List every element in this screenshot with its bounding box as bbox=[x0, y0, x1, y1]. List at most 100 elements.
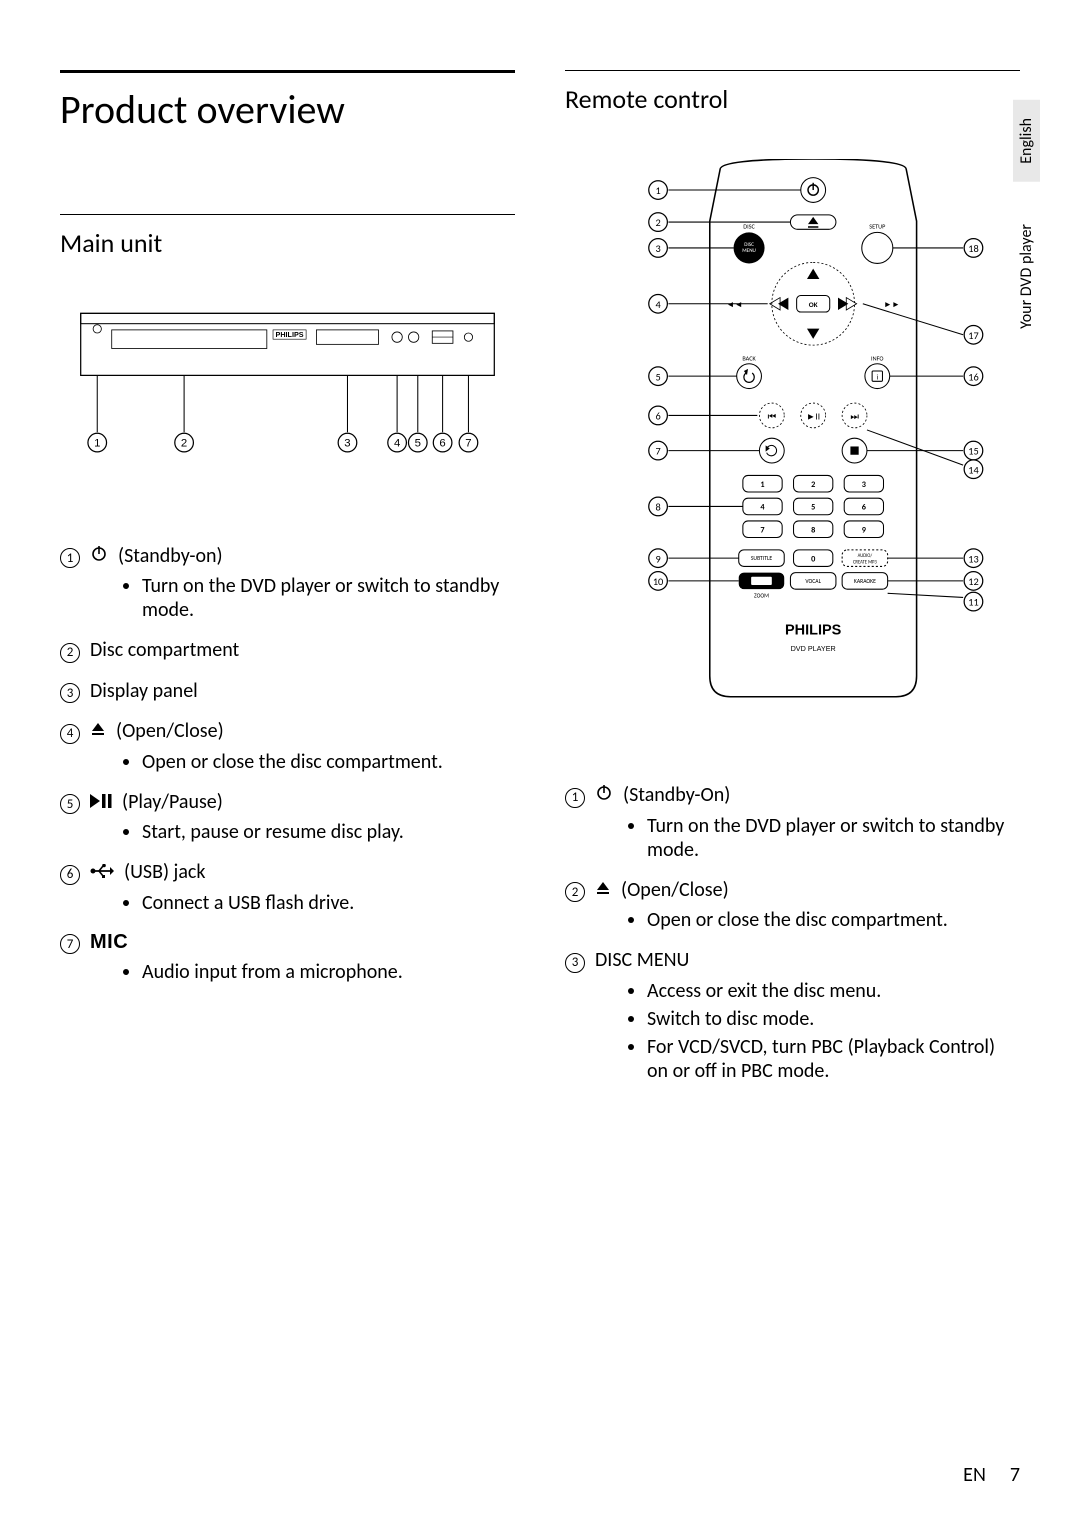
list-item: 2 Disc compartment bbox=[60, 638, 515, 663]
svg-text:5: 5 bbox=[655, 370, 660, 383]
item-label: (Standby-On) bbox=[623, 783, 730, 807]
eject-icon bbox=[595, 880, 611, 896]
side-tab-english: English bbox=[1013, 100, 1040, 182]
svg-text:2: 2 bbox=[181, 438, 187, 450]
svg-text:◄◄: ◄◄ bbox=[726, 300, 742, 310]
side-tabs: English Your DVD player bbox=[1013, 100, 1040, 347]
svg-text:16: 16 bbox=[968, 370, 978, 383]
svg-text:7: 7 bbox=[760, 525, 764, 535]
svg-text:ZOOM: ZOOM bbox=[754, 592, 769, 599]
svg-text:13: 13 bbox=[968, 552, 978, 565]
item-bullet: Connect a USB flash drive. bbox=[142, 891, 515, 915]
item-label: MIC bbox=[90, 931, 128, 954]
svg-text:6: 6 bbox=[439, 438, 445, 450]
svg-text:CREATE MP3: CREATE MP3 bbox=[853, 560, 877, 565]
remote-heading: Remote control bbox=[565, 83, 1020, 115]
item-num: 3 bbox=[565, 953, 585, 973]
item-label: (Open/Close) bbox=[116, 719, 224, 743]
list-item: 7 MIC Audio input from a microphone. bbox=[60, 931, 515, 985]
item-bullet: For VCD/SVCD, turn PBC (Playback Control… bbox=[647, 1035, 1020, 1083]
svg-text:0: 0 bbox=[811, 554, 816, 564]
svg-text:⏭: ⏭ bbox=[850, 412, 858, 423]
svg-text:3: 3 bbox=[862, 480, 866, 490]
svg-text:5: 5 bbox=[811, 503, 815, 513]
list-item: 1 (Standby-On) Turn on the DVD player or… bbox=[565, 783, 1020, 862]
svg-text:14: 14 bbox=[968, 463, 979, 476]
svg-text:OK: OK bbox=[809, 300, 818, 309]
svg-text:INFO: INFO bbox=[871, 355, 883, 363]
eject-icon bbox=[90, 721, 106, 737]
svg-text:i: i bbox=[876, 372, 878, 381]
svg-text:4: 4 bbox=[394, 438, 400, 450]
list-item: 1 (Standby-on) Turn on the DVD player or… bbox=[60, 544, 515, 623]
svg-text:5: 5 bbox=[415, 438, 421, 450]
list-item: 2 (Open/Close) Open or close the disc co… bbox=[565, 878, 1020, 933]
main-unit-heading: Main unit bbox=[60, 227, 515, 259]
left-column: Product overview Main unit PHILIPS bbox=[60, 70, 515, 1099]
svg-text:2: 2 bbox=[655, 216, 660, 229]
item-num: 6 bbox=[60, 865, 80, 885]
item-num: 5 bbox=[60, 794, 80, 814]
svg-text:10: 10 bbox=[653, 575, 663, 588]
svg-text:VOCAL: VOCAL bbox=[805, 578, 821, 585]
svg-text:1: 1 bbox=[760, 480, 764, 490]
svg-text:KARAOKE: KARAOKE bbox=[854, 578, 876, 585]
footer-page: 7 bbox=[1010, 1463, 1020, 1487]
list-item: 5 (Play/Pause) Start, pause or resume di… bbox=[60, 790, 515, 845]
item-bullet: Switch to disc mode. bbox=[647, 1007, 1020, 1031]
svg-text:BACK: BACK bbox=[742, 355, 756, 363]
item-num: 4 bbox=[60, 724, 80, 744]
item-label: (Open/Close) bbox=[621, 878, 729, 902]
svg-text:11: 11 bbox=[968, 596, 978, 609]
list-item: 6 (USB) jack Connect a USB flash drive. bbox=[60, 860, 515, 915]
list-item: 3 Display panel bbox=[60, 679, 515, 704]
svg-text:8: 8 bbox=[655, 501, 660, 514]
item-label: Disc compartment bbox=[90, 638, 239, 662]
main-unit-diagram: PHILIPS 1 2 3 bbox=[60, 303, 515, 479]
item-bullet: Audio input from a microphone. bbox=[142, 960, 515, 984]
svg-text:18: 18 bbox=[968, 242, 978, 255]
item-num: 2 bbox=[565, 882, 585, 902]
right-column: Remote control DISCMENU DISC SETUP OK bbox=[565, 70, 1020, 1099]
svg-text:15: 15 bbox=[968, 445, 978, 458]
svg-text:DISC: DISC bbox=[744, 242, 754, 248]
subbrand-label: DVD PLAYER bbox=[791, 644, 836, 653]
svg-text:1: 1 bbox=[655, 184, 660, 197]
svg-text:►II: ►II bbox=[806, 412, 820, 423]
item-num: 3 bbox=[60, 683, 80, 703]
remote-item-list: 1 (Standby-On) Turn on the DVD player or… bbox=[565, 783, 1020, 1083]
power-icon bbox=[595, 783, 613, 801]
svg-text:9: 9 bbox=[862, 525, 867, 535]
footer: EN 7 bbox=[963, 1463, 1020, 1487]
svg-text:1: 1 bbox=[94, 438, 100, 450]
svg-text:4: 4 bbox=[760, 503, 765, 513]
svg-text:SUBTITLE: SUBTITLE bbox=[751, 555, 773, 562]
playpause-icon bbox=[90, 794, 112, 808]
page-title: Product overview bbox=[60, 85, 515, 134]
item-bullet: Start, pause or resume disc play. bbox=[142, 820, 515, 844]
svg-text:7: 7 bbox=[655, 445, 660, 458]
list-item: 4 (Open/Close) Open or close the disc co… bbox=[60, 719, 515, 774]
power-icon bbox=[90, 544, 108, 562]
item-label: (Standby-on) bbox=[118, 544, 223, 568]
svg-text:9: 9 bbox=[655, 552, 660, 565]
svg-text:2: 2 bbox=[811, 480, 815, 490]
svg-text:DISC: DISC bbox=[743, 222, 755, 230]
item-num: 2 bbox=[60, 643, 80, 663]
remote-diagram: DISCMENU DISC SETUP OK ◄◄ ►► BACK INFO i bbox=[565, 159, 1020, 738]
svg-text:3: 3 bbox=[344, 438, 350, 450]
item-bullet: Access or exit the disc menu. bbox=[647, 979, 1020, 1003]
item-num: 7 bbox=[60, 934, 80, 954]
item-bullet: Open or close the disc compartment. bbox=[142, 750, 515, 774]
svg-text:4: 4 bbox=[655, 298, 661, 311]
item-bullet: Open or close the disc compartment. bbox=[647, 908, 1020, 932]
svg-text:MENU: MENU bbox=[742, 248, 756, 254]
item-label: (USB) jack bbox=[124, 860, 205, 884]
svg-text:7: 7 bbox=[465, 438, 471, 450]
item-label: DISC MENU bbox=[595, 948, 689, 972]
footer-lang: EN bbox=[963, 1463, 986, 1487]
item-label: Display panel bbox=[90, 679, 198, 703]
item-num: 1 bbox=[565, 788, 585, 808]
svg-text:SETUP: SETUP bbox=[869, 222, 885, 230]
svg-text:►►: ►► bbox=[884, 300, 900, 310]
